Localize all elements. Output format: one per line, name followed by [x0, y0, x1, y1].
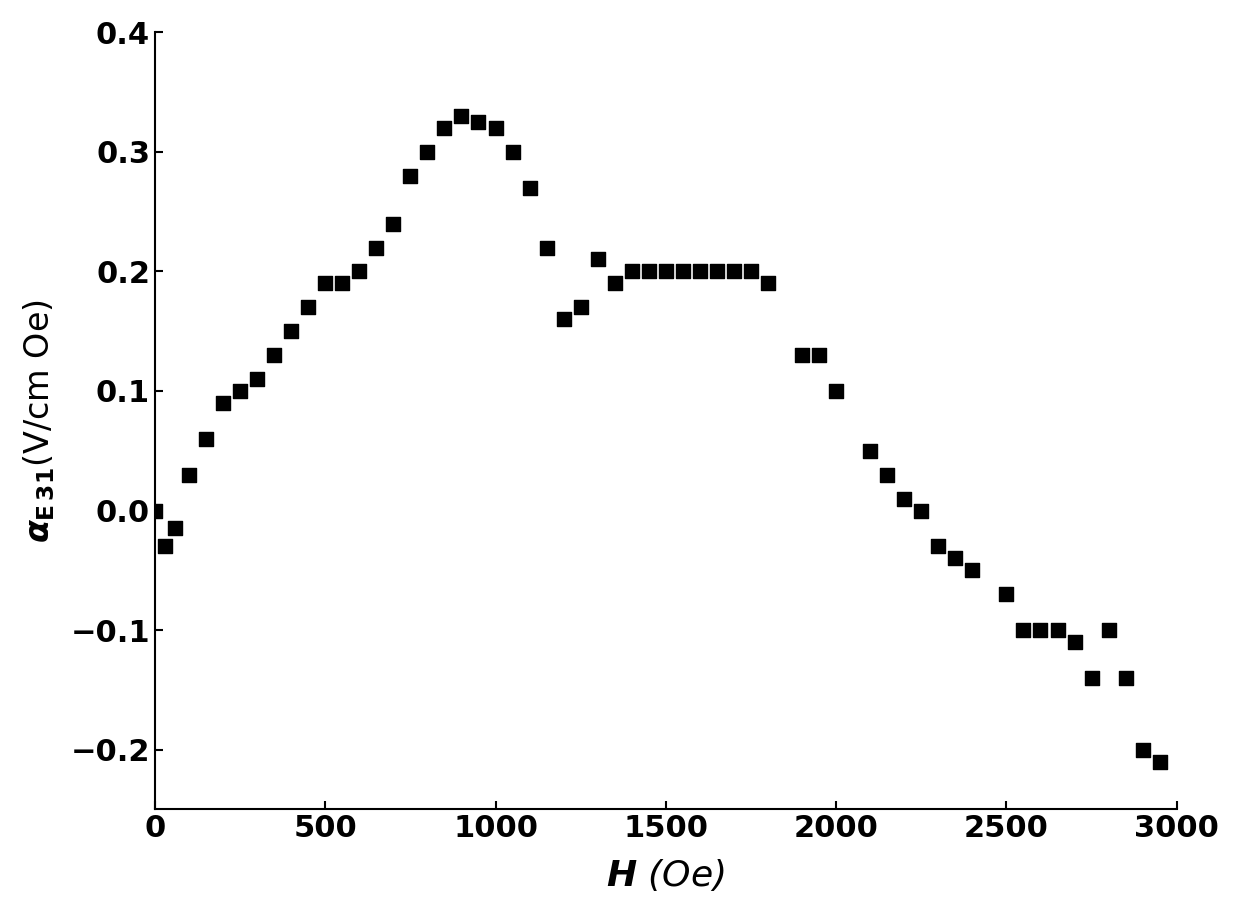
Point [165, 521, 185, 536]
Point [570, 300, 590, 314]
Point [1030, 622, 1050, 637]
Point [196, 431, 216, 446]
Point [945, 551, 965, 566]
Point [758, 276, 777, 291]
Point [673, 264, 693, 279]
Point [911, 504, 931, 518]
Point [997, 587, 1017, 601]
Point [350, 264, 370, 279]
Point [689, 264, 709, 279]
Point [1013, 622, 1033, 637]
Point [656, 264, 676, 279]
Point [155, 539, 175, 554]
Point [1099, 622, 1118, 637]
Point [742, 264, 761, 279]
Point [179, 467, 198, 482]
Y-axis label: $\alpha_{\mathrm{E\,31}}$(V/cm Oe): $\alpha_{\mathrm{E\,31}}$(V/cm Oe) [21, 299, 57, 543]
X-axis label: $\mathit{H}$ (Oe): $\mathit{H}$ (Oe) [606, 857, 725, 893]
Point [502, 144, 522, 159]
Point [605, 276, 625, 291]
Point [1149, 754, 1169, 769]
Point [486, 121, 506, 135]
Point [1116, 671, 1136, 686]
Point [247, 372, 267, 387]
Point [434, 121, 454, 135]
Point [418, 144, 438, 159]
Point [537, 240, 557, 255]
Point [1048, 622, 1068, 637]
Point [213, 396, 233, 410]
Point [451, 109, 471, 123]
Point [861, 443, 880, 458]
Point [332, 276, 352, 291]
Point [877, 467, 897, 482]
Point [299, 300, 319, 314]
Point [707, 264, 727, 279]
Point [1065, 634, 1085, 649]
Point [1133, 742, 1153, 757]
Point [588, 252, 608, 267]
Point [401, 168, 420, 183]
Point [554, 312, 574, 326]
Point [1081, 671, 1101, 686]
Point [520, 180, 539, 195]
Point [469, 114, 489, 129]
Point [145, 504, 165, 518]
Point [894, 491, 914, 505]
Point [639, 264, 658, 279]
Point [383, 217, 403, 231]
Point [231, 384, 250, 399]
Point [264, 348, 284, 363]
Point [366, 240, 386, 255]
Point [962, 563, 982, 578]
Point [724, 264, 744, 279]
Point [826, 384, 846, 399]
Point [281, 324, 301, 338]
Point [621, 264, 641, 279]
Point [929, 539, 949, 554]
Point [315, 276, 335, 291]
Point [810, 348, 830, 363]
Point [792, 348, 812, 363]
